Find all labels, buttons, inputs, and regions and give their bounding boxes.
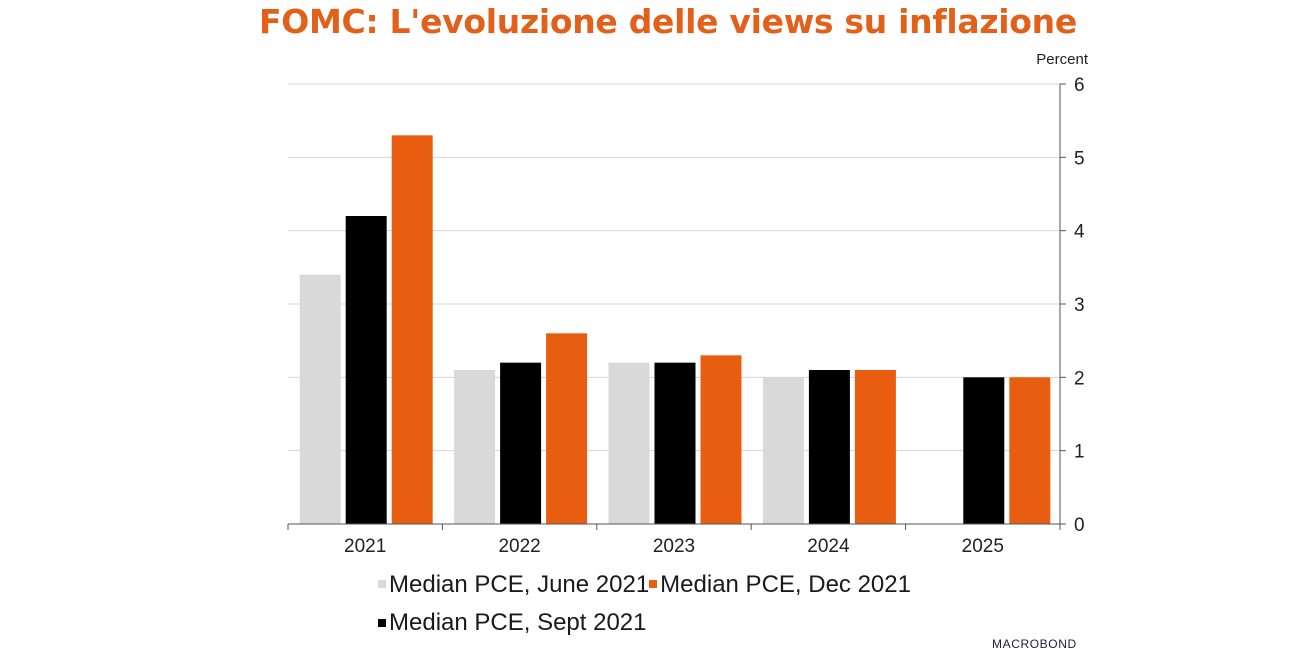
y-tick-label: 3 [1074,295,1085,316]
y-tick-label: 2 [1074,368,1085,389]
bar-2021-series-1 [345,216,387,524]
axes [287,83,1066,530]
bar-2022-series-0 [454,370,496,524]
legend-item-sept: Median PCE, Sept 2021 [378,605,647,640]
legend-label-dec: Median PCE, Dec 2021 [660,570,911,598]
y-tick-label: 6 [1074,75,1085,96]
x-tick-label: 2025 [962,536,1004,557]
y-tick-label: 5 [1074,148,1085,169]
bar-2021-series-2 [391,135,433,525]
brand-logo: MACROBOND [992,637,1077,651]
bar-2022-series-1 [500,362,542,524]
legend-swatch-june [378,580,386,588]
y-unit-label: Percent [1036,51,1089,68]
bar-2021-series-0 [299,274,341,524]
chart-title: FOMC: L'evoluzione delle views su inflaz… [259,2,1077,41]
legend-item-june: Median PCE, June 2021 [378,567,649,602]
x-tick-label: 2023 [653,536,695,557]
legend-row-1: Median PCE, June 2021 Median PCE, Dec 20… [378,563,1018,602]
bar-2025-series-1 [963,377,1005,524]
bar-2024-series-1 [808,370,850,524]
legend-swatch-sept [378,618,386,627]
legend-item-dec: Median PCE, Dec 2021 [649,567,911,602]
x-tick-label: 2024 [807,536,850,557]
legend-label-june: Median PCE, June 2021 [389,570,650,598]
bar-2024-series-2 [854,370,896,524]
bar-2023-series-0 [608,362,650,524]
x-tick-label: 2021 [344,536,386,557]
bars [299,135,1051,525]
y-tick-label: 1 [1074,442,1085,463]
bar-2024-series-0 [762,377,804,524]
bar-2023-series-1 [654,362,696,524]
legend-row-2: Median PCE, Sept 2021 [378,602,1018,641]
legend-label-sept: Median PCE, Sept 2021 [389,609,647,636]
x-tick-labels: 2021 2022 2023 2024 2025 [344,536,1004,557]
x-tick-label: 2022 [498,536,540,557]
y-tick-label: 0 [1074,515,1085,536]
legend-swatch-dec [649,580,658,588]
y-tick-label: 4 [1074,222,1085,243]
bar-2023-series-2 [700,355,742,524]
bar-2025-series-2 [1009,377,1051,524]
y-tick-labels: 0 1 2 3 4 5 6 [1074,75,1085,536]
legend: Median PCE, June 2021 Median PCE, Dec 20… [378,563,1018,640]
bar-2022-series-2 [546,333,588,524]
